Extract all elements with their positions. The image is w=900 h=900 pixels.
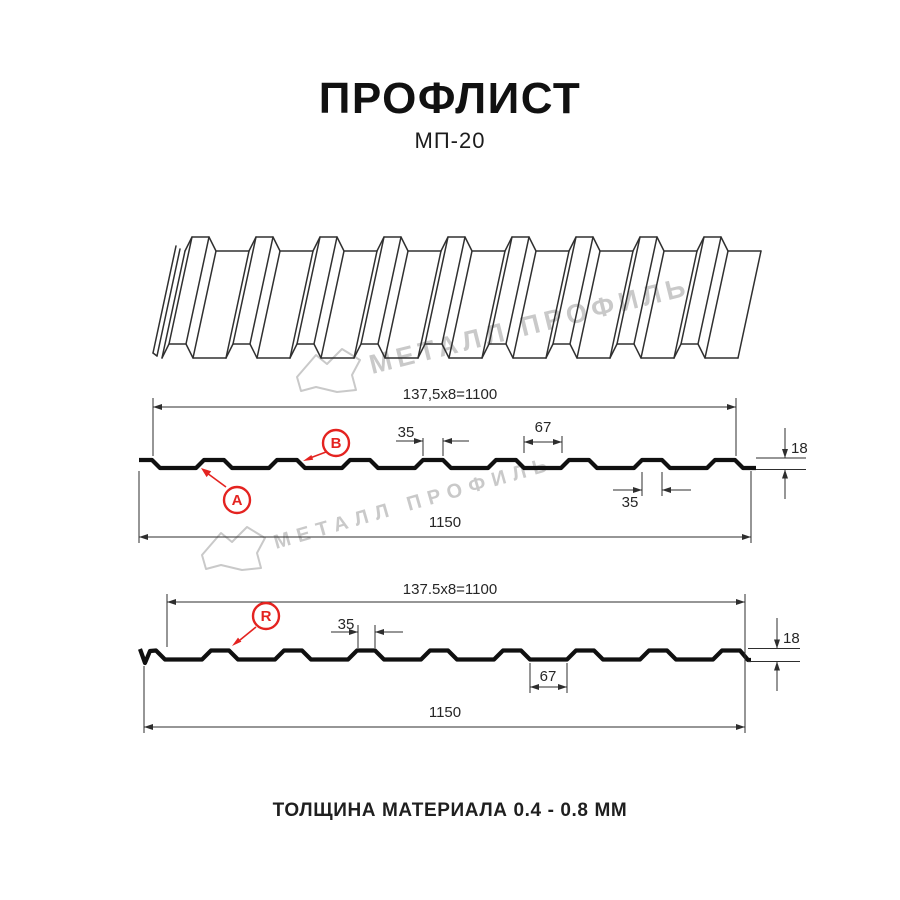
sheet-right-edge xyxy=(737,250,762,359)
profile-outline xyxy=(139,457,756,471)
dim-height-label: 18 xyxy=(791,440,808,457)
dim-overall: 1150 xyxy=(143,666,745,733)
dim-height: 18 xyxy=(756,428,808,499)
marker-b: B xyxy=(303,428,351,461)
dim-overall-label: 1150 xyxy=(429,514,461,531)
marker-a: A xyxy=(201,468,252,515)
dim-pitch-label: 137.5x8=1100 xyxy=(403,581,497,598)
dim-valley: 67 xyxy=(523,419,563,453)
dim-overall-label: 1150 xyxy=(429,704,461,721)
section-a-diagram: 137,5x8=1100 35 67 xyxy=(138,386,808,543)
dim-crest-bottom: 35 xyxy=(613,472,691,511)
sheet-left-edge xyxy=(152,245,177,354)
marker-b-letter: B xyxy=(331,435,342,452)
dim-valley-label: 67 xyxy=(540,668,557,685)
dim-pitch-label: 137,5x8=1100 xyxy=(403,386,497,403)
marker-a-letter: A xyxy=(232,492,243,509)
watermark-lower: МЕТАЛЛ ПРОФИЛЬ xyxy=(201,453,556,571)
page-title: ПРОФЛИСТ xyxy=(318,74,582,123)
dim-height: 18 xyxy=(748,618,800,691)
dim-height-label: 18 xyxy=(783,630,800,647)
dim-crest-top-label: 35 xyxy=(398,424,415,441)
dim-crest-label: 35 xyxy=(338,616,355,633)
dim-overall: 1150 xyxy=(138,471,752,543)
section-b-diagram: 137.5x8=1100 35 67 xyxy=(138,581,800,733)
watermark-brand-text: МЕТАЛЛ ПРОФИЛЬ xyxy=(366,271,693,380)
brand-logo-icon xyxy=(296,348,361,393)
dim-valley-label: 67 xyxy=(535,419,552,436)
marker-r-letter: R xyxy=(261,608,272,625)
dim-valley: 67 xyxy=(529,663,568,693)
product-model: МП-20 xyxy=(414,128,486,153)
dim-crest-bottom-label: 35 xyxy=(622,494,639,511)
sheet-left-edge xyxy=(152,352,158,357)
brand-logo-icon xyxy=(201,526,266,571)
material-thickness-note: ТОЛЩИНА МАТЕРИАЛА 0.4 - 0.8 ММ xyxy=(272,800,628,821)
watermark-upper: МЕТАЛЛ ПРОФИЛЬ xyxy=(296,271,693,393)
marker-r: R xyxy=(232,601,281,646)
dim-pitch: 137,5x8=1100 xyxy=(152,386,737,456)
dim-crest-top: 35 xyxy=(396,424,469,456)
sheet-left-edge xyxy=(156,248,181,357)
dim-crest: 35 xyxy=(331,616,403,648)
profile-outline xyxy=(138,648,751,666)
sheet-3d-view xyxy=(152,236,762,359)
dim-pitch: 137.5x8=1100 xyxy=(166,581,746,733)
